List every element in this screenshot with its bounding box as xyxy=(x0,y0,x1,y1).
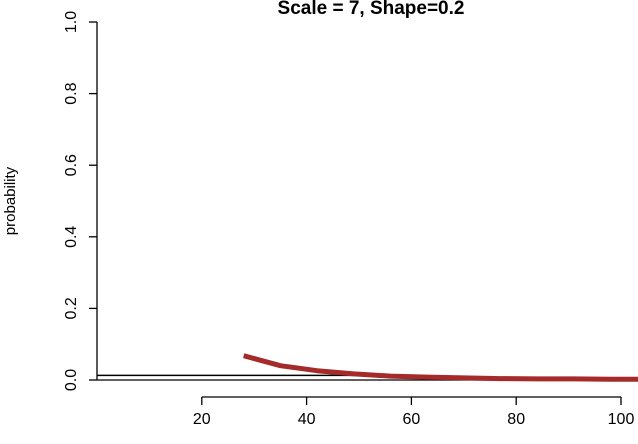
x-tick-label: 80 xyxy=(507,411,525,428)
y-axis-label: probability xyxy=(2,166,19,235)
chart-title: Scale = 7, Shape=0.2 xyxy=(278,0,465,19)
y-tick-label: 0.4 xyxy=(63,226,80,248)
y-tick-label: 0.0 xyxy=(63,369,80,391)
x-tick-label: 100 xyxy=(608,411,635,428)
series-line xyxy=(243,353,638,382)
y-tick-label: 0.2 xyxy=(63,297,80,319)
y-tick-label: 0.8 xyxy=(63,82,80,104)
y-tick-label: 0.6 xyxy=(63,154,80,176)
x-tick-label: 20 xyxy=(193,411,211,428)
x-tick-label: 40 xyxy=(298,411,316,428)
y-tick-label: 1.0 xyxy=(63,11,80,33)
x-tick-label: 60 xyxy=(403,411,421,428)
